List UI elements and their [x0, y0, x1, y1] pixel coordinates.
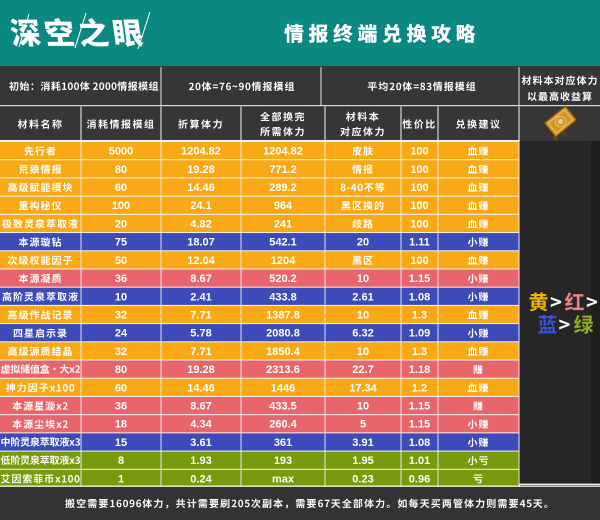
svg-text:100: 100	[112, 200, 130, 212]
svg-text:8.67: 8.67	[190, 401, 211, 413]
svg-text:0.23: 0.23	[352, 473, 373, 485]
svg-text:8: 8	[118, 455, 124, 467]
svg-text:100: 100	[410, 182, 428, 194]
svg-text:18: 18	[115, 419, 127, 431]
svg-text:10: 10	[357, 273, 369, 285]
svg-text:10: 10	[115, 291, 127, 303]
svg-text:1204.82: 1204.82	[181, 146, 221, 158]
svg-text:75: 75	[115, 237, 127, 249]
svg-text:1: 1	[118, 473, 124, 485]
svg-text:18.07: 18.07	[187, 237, 215, 249]
svg-text:10: 10	[357, 401, 369, 413]
svg-text:1.09: 1.09	[409, 328, 430, 340]
svg-text:20: 20	[115, 218, 127, 230]
svg-text:100: 100	[410, 146, 428, 158]
svg-text:80: 80	[115, 364, 127, 376]
svg-text:60: 60	[115, 382, 127, 394]
svg-text:1.15: 1.15	[409, 401, 430, 413]
svg-text:12.04: 12.04	[187, 255, 215, 267]
svg-text:361: 361	[274, 437, 292, 449]
svg-text:32: 32	[115, 309, 127, 321]
svg-text:0.24: 0.24	[190, 473, 212, 485]
svg-text:1.15: 1.15	[409, 419, 430, 431]
svg-text:20: 20	[357, 237, 369, 249]
svg-text:100: 100	[410, 200, 428, 212]
svg-text:1.95: 1.95	[352, 455, 373, 467]
svg-text:260.4: 260.4	[269, 419, 297, 431]
svg-text:32: 32	[115, 346, 127, 358]
svg-text:10: 10	[357, 346, 369, 358]
svg-text:19.28: 19.28	[187, 364, 215, 376]
svg-text:60: 60	[115, 182, 127, 194]
svg-text:36: 36	[115, 273, 127, 285]
svg-text:100: 100	[410, 218, 428, 230]
svg-text:1.93: 1.93	[190, 455, 211, 467]
svg-text:3.61: 3.61	[190, 437, 211, 449]
svg-text:6.32: 6.32	[352, 328, 373, 340]
svg-text:80: 80	[115, 164, 127, 176]
svg-text:771.2: 771.2	[269, 164, 297, 176]
svg-text:193: 193	[274, 455, 292, 467]
svg-text:19.28: 19.28	[187, 164, 215, 176]
svg-text:max: max	[272, 473, 295, 485]
svg-text:4.82: 4.82	[190, 218, 211, 230]
svg-text:36: 36	[115, 401, 127, 413]
svg-text:520.2: 520.2	[269, 273, 297, 285]
svg-text:433.8: 433.8	[269, 291, 297, 303]
svg-text:1204: 1204	[271, 255, 296, 267]
svg-text:14.46: 14.46	[187, 182, 215, 194]
svg-text:1.08: 1.08	[409, 437, 430, 449]
svg-text:7.71: 7.71	[190, 309, 211, 321]
svg-text:100: 100	[410, 255, 428, 267]
svg-text:1.3: 1.3	[412, 346, 427, 358]
svg-text:7.71: 7.71	[190, 346, 211, 358]
svg-text:24.1: 24.1	[190, 200, 211, 212]
svg-text:15: 15	[115, 437, 127, 449]
svg-text:542.1: 542.1	[269, 237, 297, 249]
svg-text:3.91: 3.91	[352, 437, 373, 449]
svg-text:1.2: 1.2	[412, 382, 427, 394]
svg-text:1446: 1446	[271, 382, 295, 394]
svg-text:433.5: 433.5	[269, 401, 297, 413]
svg-text:2.41: 2.41	[190, 291, 211, 303]
svg-text:5.78: 5.78	[190, 328, 211, 340]
svg-text:4.34: 4.34	[190, 419, 212, 431]
svg-text:8.67: 8.67	[190, 273, 211, 285]
svg-text:1.08: 1.08	[409, 291, 430, 303]
svg-text:24: 24	[115, 328, 128, 340]
svg-text:1.11: 1.11	[409, 237, 430, 249]
svg-text:2313.6: 2313.6	[266, 364, 300, 376]
svg-text:50: 50	[115, 255, 127, 267]
svg-text:1.01: 1.01	[409, 455, 430, 467]
svg-text:241: 241	[274, 218, 292, 230]
svg-text:5000: 5000	[109, 146, 133, 158]
svg-text:2.61: 2.61	[352, 291, 373, 303]
svg-text:100: 100	[410, 164, 428, 176]
svg-text:10: 10	[357, 309, 369, 321]
svg-text:1387.8: 1387.8	[266, 309, 300, 321]
svg-text:1.15: 1.15	[409, 273, 430, 285]
svg-text:1.3: 1.3	[412, 309, 427, 321]
svg-text:22.7: 22.7	[352, 364, 373, 376]
svg-text:0.96: 0.96	[409, 473, 430, 485]
svg-text:1850.4: 1850.4	[266, 346, 301, 358]
svg-text:289.2: 289.2	[269, 182, 297, 194]
svg-text:17.34: 17.34	[349, 382, 377, 394]
svg-text:5: 5	[360, 419, 366, 431]
svg-text:1.18: 1.18	[409, 364, 430, 376]
svg-text:964: 964	[274, 200, 293, 212]
svg-text:2080.8: 2080.8	[266, 328, 300, 340]
svg-text:14.46: 14.46	[187, 382, 215, 394]
svg-text:1204.82: 1204.82	[263, 146, 303, 158]
